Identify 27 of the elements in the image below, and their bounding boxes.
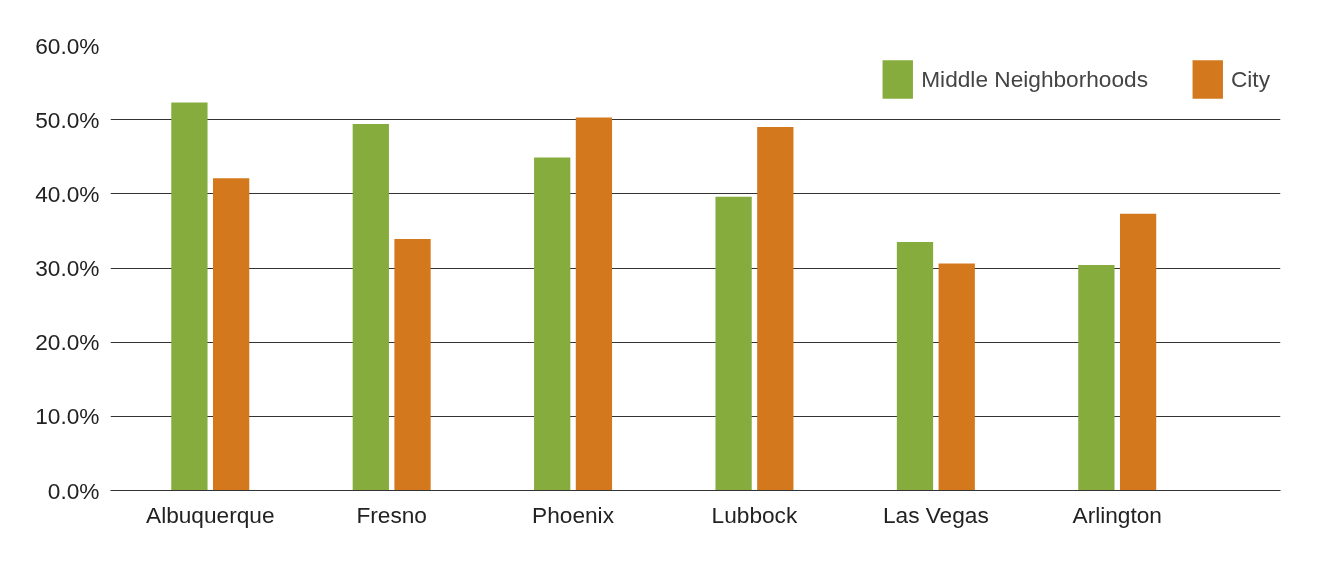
x-tick-label: Albuquerque (146, 501, 275, 528)
y-tick-label: 10.0% (35, 403, 100, 430)
y-tick-label: 60.0% (35, 32, 100, 59)
bar (171, 102, 208, 491)
x-tick-label: Fresno (356, 501, 427, 528)
bar (352, 124, 389, 491)
bar (1078, 265, 1115, 491)
bar (1119, 213, 1157, 491)
legend-label: Middle Neighborhoods (921, 65, 1148, 93)
x-tick-label: Arlington (1072, 501, 1162, 528)
x-tick-label: Lubbock (711, 501, 798, 528)
bar (534, 157, 571, 491)
y-tick-label: 30.0% (35, 255, 100, 281)
bar (715, 196, 752, 491)
bar (757, 127, 794, 491)
bar (896, 242, 934, 491)
y-tick-label: 40.0% (35, 180, 100, 207)
x-tick-label: Phoenix (532, 501, 615, 528)
bar (575, 117, 613, 491)
y-tick-label: 20.0% (35, 329, 100, 356)
bar (212, 178, 250, 491)
legend-label: City (1230, 65, 1270, 93)
y-tick-label: 50.0% (35, 106, 100, 133)
bar (394, 239, 431, 491)
bar (938, 263, 975, 491)
x-tick-label: Las Vegas (882, 501, 989, 528)
y-tick-label: 0.0% (47, 477, 100, 504)
